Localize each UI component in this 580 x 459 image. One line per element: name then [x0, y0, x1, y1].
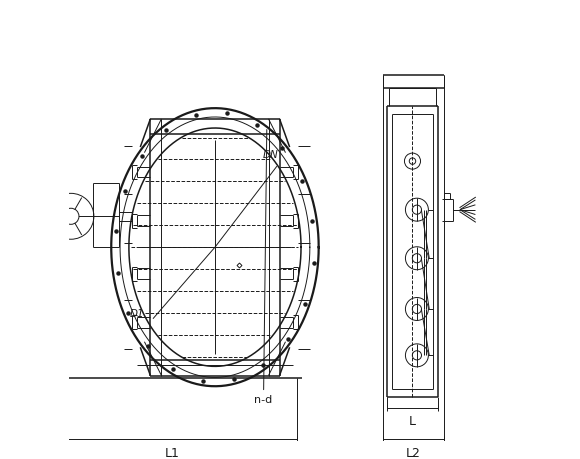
Text: L2: L2 — [406, 447, 421, 459]
Text: L1: L1 — [165, 447, 180, 459]
Text: D1: D1 — [129, 309, 144, 319]
Text: L: L — [409, 415, 416, 428]
Text: n-d: n-d — [255, 129, 273, 405]
Text: DN: DN — [262, 150, 278, 160]
